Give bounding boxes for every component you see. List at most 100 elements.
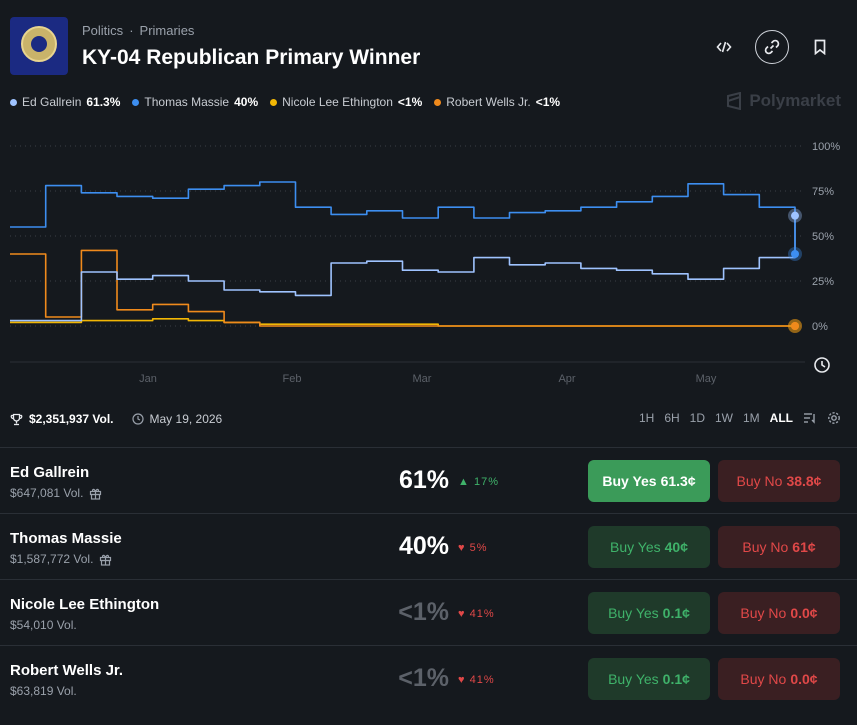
probability-change-value: 41% xyxy=(469,608,495,620)
legend-value: 40% xyxy=(234,95,259,109)
buy-no-button[interactable]: Buy No 0.0¢ xyxy=(718,592,840,634)
x-tick-label: Apr xyxy=(558,373,575,385)
range-1w[interactable]: 1W xyxy=(715,411,733,425)
x-tick-label: Mar xyxy=(413,373,432,385)
candidate-name: Robert Wells Jr. xyxy=(10,662,124,679)
buy-no-price: 61¢ xyxy=(792,539,816,555)
volume-stat: $2,351,937 Vol. xyxy=(10,412,114,426)
trophy-icon xyxy=(10,413,23,425)
range-all[interactable]: ALL xyxy=(769,411,793,425)
y-tick-label: 25% xyxy=(812,276,834,288)
series-endpoint[interactable] xyxy=(791,250,799,258)
range-1d[interactable]: 1D xyxy=(689,411,705,425)
outcome-row-ed-gallrein[interactable]: Ed Gallrein $647,081 Vol. 61% ▲ 17% Buy … xyxy=(0,447,857,513)
series-line-robert-wells-jr-[interactable] xyxy=(10,249,795,327)
copy-link-button[interactable] xyxy=(755,30,789,64)
embed-code-button[interactable] xyxy=(707,30,741,64)
probability-change: ▲ 17% xyxy=(458,476,499,488)
series-line-nicole-lee-ethington[interactable] xyxy=(10,318,795,327)
market-header: Politics · Primaries KY-04 Republican Pr… xyxy=(10,16,420,76)
buy-no-price: 0.0¢ xyxy=(790,605,818,621)
y-tick-label: 75% xyxy=(812,186,834,198)
bookmark-icon xyxy=(814,39,826,55)
buy-yes-label: Buy Yes xyxy=(608,671,659,687)
legend-item-robert: Robert Wells Jr. <1% xyxy=(434,95,560,109)
outcome-row-robert-wells-jr[interactable]: Robert Wells Jr. $63,819 Vol. <1% ♥ 41% … xyxy=(0,645,857,711)
buy-yes-button[interactable]: Buy Yes 61.3¢ xyxy=(588,460,710,502)
candidate-volume-text: $647,081 Vol. xyxy=(10,486,84,500)
range-6h[interactable]: 6H xyxy=(664,411,680,425)
legend-dot xyxy=(434,98,442,106)
candidate-volume: $63,819 Vol. xyxy=(10,684,77,698)
y-tick-label: 50% xyxy=(812,231,834,243)
timestamp-toggle-button[interactable] xyxy=(814,357,830,373)
outcome-row-thomas-massie[interactable]: Thomas Massie $1,587,772 Vol. 40% ♥ 5% B… xyxy=(0,513,857,579)
y-tick-label: 0% xyxy=(812,321,828,333)
kentucky-seal-logo xyxy=(10,17,68,75)
buy-yes-label: Buy Yes xyxy=(608,605,659,621)
breadcrumb: Politics · Primaries xyxy=(82,23,420,38)
legend-item-nicole: Nicole Lee Ethington <1% xyxy=(270,95,422,109)
outcome-probability: 40% xyxy=(398,532,449,560)
probability-change: ♥ 41% xyxy=(458,674,495,686)
bookmark-button[interactable] xyxy=(803,30,837,64)
candidate-volume: $1,587,772 Vol. xyxy=(10,552,112,566)
gift-icon[interactable] xyxy=(99,553,112,566)
buy-no-label: Buy No xyxy=(742,539,789,555)
buy-no-label: Buy No xyxy=(740,671,787,687)
series-line-ed-gallrein[interactable] xyxy=(10,215,796,322)
end-date: May 19, 2026 xyxy=(149,412,223,426)
probability-change-value: 5% xyxy=(469,542,488,554)
buy-yes-button[interactable]: Buy Yes 0.1¢ xyxy=(588,658,710,700)
series-endpoint[interactable] xyxy=(791,322,799,330)
range-1m[interactable]: 1M xyxy=(743,411,760,425)
candidate-name: Ed Gallrein xyxy=(10,464,90,481)
series-line-thomas-massie[interactable] xyxy=(10,181,796,254)
buy-yes-label: Buy Yes xyxy=(602,473,657,489)
legend-dot xyxy=(10,98,17,106)
clock-hands xyxy=(821,361,826,368)
breadcrumb-primaries[interactable]: Primaries xyxy=(139,22,195,38)
probability-change-value: 17% xyxy=(473,476,499,488)
x-tick-label: Jan xyxy=(139,373,157,385)
buy-yes-button[interactable]: Buy Yes 40¢ xyxy=(588,526,710,568)
buy-no-label: Buy No xyxy=(740,605,787,621)
legend-name: Thomas Massie xyxy=(144,95,230,109)
buy-no-button[interactable]: Buy No 38.8¢ xyxy=(718,460,840,502)
y-tick-label: 100% xyxy=(812,141,840,153)
candidate-volume-text: $1,587,772 Vol. xyxy=(10,552,94,566)
buy-no-price: 0.0¢ xyxy=(790,671,818,687)
gift-icon[interactable] xyxy=(89,487,102,500)
range-1h[interactable]: 1H xyxy=(638,411,655,425)
legend-item-ed: Ed Gallrein 61.3% xyxy=(10,95,120,109)
legend-value: 61.3% xyxy=(86,95,121,109)
buy-no-label: Buy No xyxy=(736,473,783,489)
probability-change: ♥ 41% xyxy=(458,608,495,620)
candidate-volume: $54,010 Vol. xyxy=(10,618,77,632)
legend-value: <1% xyxy=(535,95,561,109)
end-date-stat: May 19, 2026 xyxy=(131,412,223,426)
page-title: KY-04 Republican Primary Winner xyxy=(82,45,421,69)
buy-no-button[interactable]: Buy No 61¢ xyxy=(718,526,840,568)
outcome-probability: <1% xyxy=(398,598,449,626)
probability-change: ♥ 5% xyxy=(458,542,488,554)
settings-gear-icon[interactable] xyxy=(827,411,841,425)
buy-yes-price: 61.3¢ xyxy=(660,473,696,489)
x-tick-label: May xyxy=(696,373,717,385)
buy-no-price: 38.8¢ xyxy=(786,473,822,489)
price-history-chart[interactable]: 100% 75% 50% 25% 0% Jan Feb Mar Apr May xyxy=(0,130,857,395)
breadcrumb-politics[interactable]: Politics xyxy=(82,22,124,38)
polymarket-logo-icon xyxy=(727,92,742,110)
outcome-row-nicole-lee-ethington[interactable]: Nicole Lee Ethington $54,010 Vol. <1% ♥ … xyxy=(0,579,857,645)
buy-yes-price: 40¢ xyxy=(664,539,688,555)
candidate-volume-text: $63,819 Vol. xyxy=(10,684,77,698)
clock-icon xyxy=(131,413,144,425)
series-endpoint[interactable] xyxy=(791,211,799,220)
outcome-probability: <1% xyxy=(398,664,449,692)
legend-name: Robert Wells Jr. xyxy=(446,95,531,109)
candidate-name: Thomas Massie xyxy=(10,530,122,547)
clock-icon xyxy=(814,357,830,373)
buy-no-button[interactable]: Buy No 0.0¢ xyxy=(718,658,840,700)
buy-yes-button[interactable]: Buy Yes 0.1¢ xyxy=(588,592,710,634)
sort-icon[interactable] xyxy=(803,412,817,424)
